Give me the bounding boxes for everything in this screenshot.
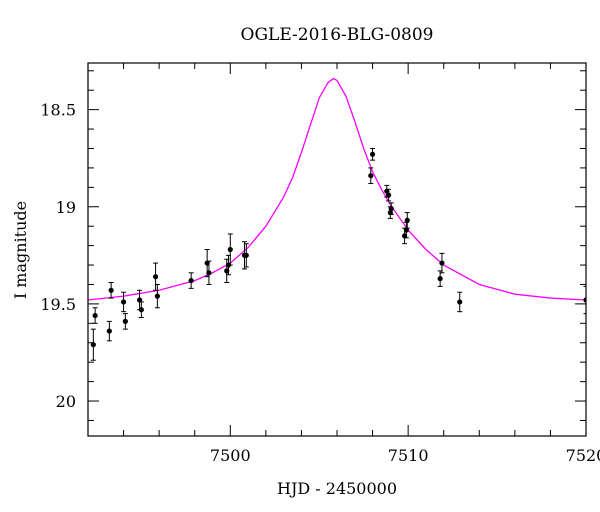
data-marker xyxy=(120,299,127,305)
data-marker xyxy=(369,151,376,157)
chart-title: OGLE-2016-BLG-0809 xyxy=(241,25,434,45)
data-marker xyxy=(92,312,98,319)
data-point-12 xyxy=(206,260,212,285)
data-point-10 xyxy=(188,272,194,289)
data-point-8 xyxy=(152,262,159,291)
data-point-7 xyxy=(138,301,144,318)
data-marker xyxy=(227,246,233,253)
data-marker xyxy=(243,252,249,258)
x-axis-label: HJD - 2450000 xyxy=(277,479,397,498)
data-point-28 xyxy=(439,252,445,274)
data-point-26 xyxy=(404,212,410,229)
data-marker xyxy=(138,307,144,313)
data-point-18 xyxy=(368,167,374,184)
data-marker xyxy=(385,192,392,198)
data-marker xyxy=(457,299,463,305)
data-marker xyxy=(90,342,96,348)
data-marker xyxy=(437,276,443,282)
data-point-23 xyxy=(388,202,394,216)
y-axis-label: I magnitude xyxy=(11,201,30,299)
data-point-17 xyxy=(243,243,249,268)
plot-area xyxy=(88,77,586,361)
data-point-0 xyxy=(90,328,96,361)
data-marker xyxy=(583,297,586,303)
data-marker xyxy=(122,318,128,324)
data-point-2 xyxy=(106,320,112,342)
data-marker xyxy=(368,173,374,179)
data-marker xyxy=(206,270,212,276)
data-marker xyxy=(404,217,410,223)
data-point-21 xyxy=(385,188,392,202)
data-marker xyxy=(188,277,194,284)
x-tick-label: 7520 xyxy=(566,446,600,465)
x-tick-label: 7510 xyxy=(388,446,429,465)
data-point-1 xyxy=(92,307,98,324)
data-point-19 xyxy=(369,147,376,161)
data-marker xyxy=(439,260,445,266)
data-marker xyxy=(136,297,143,303)
data-point-9 xyxy=(154,283,160,309)
x-tick-label: 7500 xyxy=(210,446,251,465)
data-point-30 xyxy=(583,285,586,315)
data-point-15 xyxy=(227,233,233,266)
y-tick-label: 20 xyxy=(56,392,76,411)
data-marker xyxy=(152,274,159,280)
plot-frame xyxy=(87,62,587,437)
data-point-4 xyxy=(120,291,127,313)
data-point-5 xyxy=(122,313,128,330)
data-point-27 xyxy=(437,270,443,287)
data-marker xyxy=(154,293,160,299)
data-point-6 xyxy=(136,289,143,311)
y-tick-label: 19.5 xyxy=(40,295,76,314)
data-marker xyxy=(388,206,394,212)
data-marker xyxy=(108,287,114,293)
y-tick-label: 18.5 xyxy=(40,101,76,120)
axis-ticks: 7500 7510 7520 18.5 19 19.5 20 xyxy=(40,63,600,465)
y-tick-label: 19 xyxy=(56,198,76,217)
plot-content xyxy=(88,77,586,361)
data-point-29 xyxy=(457,291,463,313)
data-point-3 xyxy=(108,282,114,299)
data-marker xyxy=(106,328,112,334)
data-marker xyxy=(403,227,409,233)
model-curve xyxy=(88,77,586,301)
